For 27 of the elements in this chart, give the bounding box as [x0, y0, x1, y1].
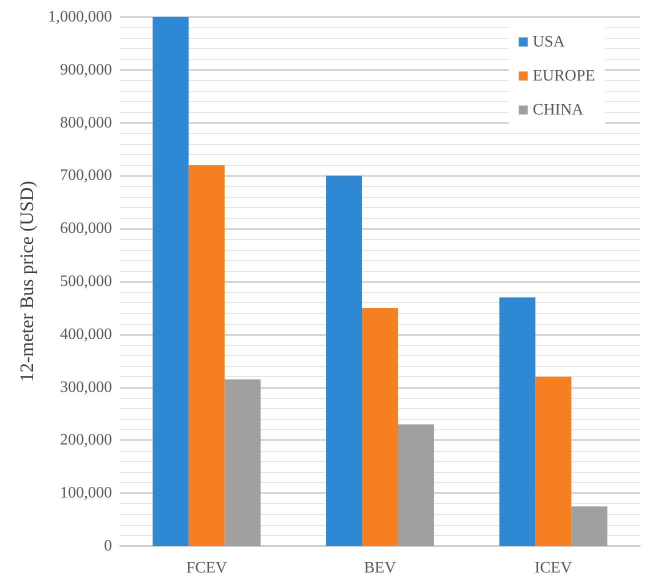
y-tick-label: 800,000	[60, 114, 112, 132]
bar	[571, 506, 608, 546]
y-tick-label: 0	[104, 538, 112, 554]
y-tick-label: 600,000	[60, 220, 112, 238]
bar	[188, 165, 225, 546]
y-tick-label: 900,000	[60, 61, 112, 78]
x-tick-label: FCEV	[186, 560, 228, 576]
y-tick-label: 200,000	[60, 432, 112, 449]
bar	[224, 379, 261, 546]
legend-label: EUROPE	[532, 68, 596, 84]
x-tick-label: BEV	[364, 560, 396, 576]
bar	[326, 176, 362, 546]
bar	[499, 297, 536, 546]
y-tick-label: 700,000	[60, 167, 112, 184]
legend-label: CHINA	[532, 102, 584, 118]
legend-label: USA	[532, 34, 566, 50]
y-tick-label: 400,000	[60, 326, 112, 343]
y-tick-label: 100,000	[60, 484, 112, 502]
y-axis-title: 12-meter Bus price (USD)	[17, 180, 38, 382]
bar	[398, 424, 434, 546]
y-tick-label: 1,000,000	[48, 8, 112, 26]
bar	[535, 376, 572, 546]
y-tick-label: 300,000	[60, 378, 112, 396]
bar	[152, 17, 189, 546]
bar	[362, 308, 398, 546]
y-tick-label: 500,000	[60, 273, 112, 290]
x-tick-label: ICEV	[534, 560, 572, 576]
